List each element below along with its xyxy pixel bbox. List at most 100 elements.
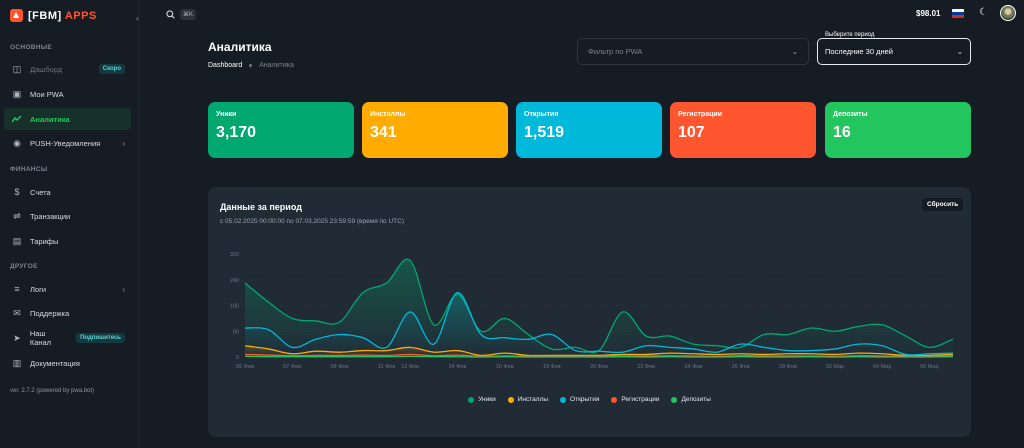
- stat-label: Регистрации: [678, 111, 723, 118]
- analytics-chart[interactable]: 320 240 160 80 0 05 Фев 07 Фев 09 Фев 11 Фев 12 Ф…: [208, 237, 971, 387]
- stat-label: Открытия: [524, 111, 559, 118]
- sidebar-item-dashboard[interactable]: ◫ Дашборд Скоро: [4, 58, 131, 80]
- avatar[interactable]: [1000, 5, 1016, 21]
- page-title: Аналитика: [208, 40, 272, 54]
- series-area-3: [245, 292, 953, 357]
- reset-button[interactable]: Сбросить: [922, 198, 964, 211]
- stat-value: 3,170: [216, 124, 257, 141]
- sidebar-item-label: Тарифы: [30, 236, 59, 246]
- legend-label: Открытия: [570, 396, 600, 403]
- x-tick-label: 16 Фев: [496, 364, 514, 370]
- legend-dot: [468, 396, 475, 403]
- stat-value: 1,519: [524, 124, 565, 141]
- x-tick-label: 22 Фев: [637, 364, 655, 370]
- channel-icon: ➤: [13, 332, 21, 343]
- x-tick-label: 05 Фев: [236, 364, 254, 370]
- x-tick-label: 24 Фев: [684, 364, 702, 370]
- legend-item[interactable]: Открытия: [560, 396, 599, 403]
- pwa-filter-select[interactable]: Фильтр по PWA ⌄: [577, 38, 809, 65]
- sidebar-item-label: Мои PWA: [30, 89, 64, 99]
- stat-value: 107: [678, 124, 705, 141]
- sidebar-item-my-pwa[interactable]: ▣ Мои PWA: [4, 83, 131, 105]
- tariffs-icon: ▤: [12, 235, 22, 246]
- subscribe-badge[interactable]: Подпишитесь: [76, 333, 125, 343]
- apps-icon: ▣: [12, 88, 22, 99]
- x-tick-label: 20 Фев: [590, 364, 608, 370]
- bell-icon: ◉: [13, 137, 21, 148]
- sidebar-item-label: Транзакции: [30, 211, 71, 221]
- sidebar-item-analytics[interactable]: Аналитика: [4, 108, 131, 130]
- chevron-left-icon[interactable]: ‹: [136, 13, 139, 23]
- stat-value: 16: [833, 124, 851, 141]
- sidebar-item-label: Дашборд: [30, 64, 63, 74]
- sidebar-item-invoices[interactable]: $ Счета: [4, 181, 131, 203]
- sidebar: [FBM] APPS ‹ ОСНОВНЫЕ ◫ Дашборд Скоро ▣ …: [0, 0, 140, 448]
- x-tick-label: 02 Мар: [826, 364, 844, 370]
- chevron-down-icon: ⌄: [956, 47, 963, 56]
- x-tick-label: 18 Фев: [543, 364, 561, 370]
- x-tick-label: 26 Фев: [732, 364, 750, 370]
- sidebar-item-label: Поддержка: [30, 308, 70, 318]
- x-tick-label: 06 Мар: [920, 364, 938, 370]
- logs-icon: ≡: [14, 284, 20, 294]
- dashboard-icon: ◫: [12, 63, 22, 74]
- x-tick-label: 07 Фев: [283, 364, 301, 370]
- language-flag-icon[interactable]: [952, 9, 964, 18]
- stat-label: Депозиты: [833, 111, 868, 118]
- moon-icon[interactable]: ☾: [979, 7, 988, 18]
- section-label-main: ОСНОВНЫЕ: [10, 44, 52, 51]
- period-value: Последние 30 дней: [825, 47, 893, 56]
- sidebar-item-transactions[interactable]: ⇌ Транзакции: [4, 205, 131, 227]
- legend-item[interactable]: Уники: [468, 396, 496, 403]
- panel-title: Данные за период: [220, 202, 302, 212]
- series-line-5: [244, 355, 954, 358]
- brand-name-suffix: APPS: [64, 9, 97, 22]
- period-select[interactable]: Последние 30 дней ⌄: [817, 38, 971, 65]
- invoice-icon: $: [14, 187, 20, 197]
- series-line-3: [244, 291, 954, 356]
- brand-logo[interactable]: [FBM] APPS: [10, 9, 97, 22]
- chevron-right-icon: ›: [122, 138, 125, 148]
- version-text: ver. 2.7.2 (powered by pwa.bot): [10, 388, 95, 394]
- stat-card-installs: Инсталлы 341: [362, 102, 508, 158]
- breadcrumb: Dashboard Аналитика: [208, 62, 294, 69]
- period-data-panel: Данные за период с 05.02.2025 00:00:00 п…: [208, 187, 971, 437]
- chevron-right-icon: ›: [122, 284, 125, 294]
- sidebar-item-label: Аналитика: [30, 114, 70, 124]
- sidebar-item-label: Документация: [30, 358, 80, 368]
- stat-card-registrations: Регистрации 107: [670, 102, 816, 158]
- support-icon: ✉: [13, 307, 21, 318]
- sidebar-item-docs[interactable]: ▥ Документация: [4, 352, 131, 374]
- x-tick-label: 04 Мар: [873, 364, 891, 370]
- stat-card-opens: Открытия 1,519: [516, 102, 662, 158]
- section-label-finance: ФИНАНСЫ: [10, 166, 48, 173]
- legend-label: Регистрации: [621, 396, 660, 403]
- sidebar-item-push[interactable]: ◉ PUSH-Уведомления ›: [4, 132, 131, 154]
- sidebar-item-tariffs[interactable]: ▤ Тарифы: [4, 230, 131, 252]
- analytics-icon: [12, 114, 22, 124]
- chevron-down-icon: ⌄: [791, 47, 798, 56]
- x-tick-label: 11 Фев: [378, 364, 395, 370]
- legend-label: Депозиты: [681, 396, 711, 403]
- search-trigger[interactable]: ⌘K: [166, 9, 197, 20]
- legend-dot: [507, 396, 514, 403]
- docs-icon: ▥: [12, 357, 22, 368]
- y-tick-label: 160: [230, 304, 239, 310]
- sidebar-item-label: Логи: [30, 284, 47, 294]
- y-tick-label: 320: [230, 252, 239, 258]
- legend-item[interactable]: Инсталлы: [507, 396, 548, 403]
- legend-item[interactable]: Депозиты: [671, 396, 711, 403]
- balance[interactable]: $98.01: [916, 9, 941, 18]
- stat-card-deposits: Депозиты 16: [825, 102, 971, 158]
- y-tick-label: 80: [233, 329, 239, 335]
- pwa-filter-placeholder: Фильтр по PWA: [588, 47, 643, 56]
- breadcrumb-home[interactable]: Dashboard: [208, 62, 243, 69]
- y-tick-label: 0: [236, 355, 239, 361]
- sidebar-item-support[interactable]: ✉ Поддержка: [4, 302, 131, 324]
- sidebar-item-logs[interactable]: ≡ Логи ›: [4, 278, 131, 300]
- sidebar-item-channel[interactable]: ➤ Наш Канал Подпишитесь: [4, 327, 131, 349]
- logo-icon: [10, 9, 23, 22]
- legend-dot: [560, 396, 567, 403]
- stat-label: Уники: [216, 111, 237, 118]
- legend-item[interactable]: Регистрации: [611, 396, 659, 403]
